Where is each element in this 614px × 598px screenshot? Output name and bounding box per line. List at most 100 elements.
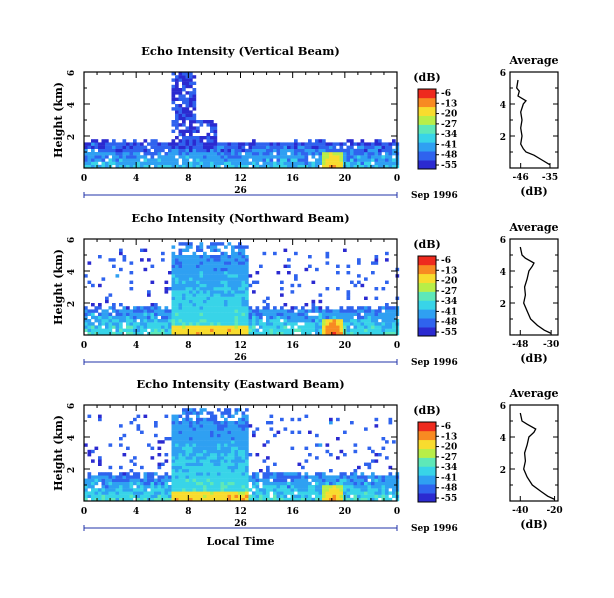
heatmap-cell bbox=[388, 475, 393, 479]
heatmap-cell bbox=[371, 322, 375, 326]
heatmap-cell bbox=[297, 497, 302, 502]
heatmap-cell bbox=[119, 443, 123, 447]
heatmap-cell bbox=[322, 319, 326, 323]
heatmap-cell bbox=[182, 481, 186, 486]
heatmap-cell bbox=[185, 488, 190, 492]
heatmap-cell bbox=[192, 437, 197, 441]
heatmap-cell bbox=[241, 469, 246, 473]
heatmap-cell bbox=[231, 433, 235, 438]
heatmap-cell bbox=[234, 322, 239, 326]
heatmap-cell bbox=[339, 328, 344, 332]
heatmap-cell bbox=[206, 319, 211, 323]
average-y-tick-label: 4 bbox=[500, 268, 506, 278]
heatmap-cell bbox=[189, 104, 193, 108]
heatmap-cell bbox=[252, 430, 256, 434]
heatmap-cell bbox=[381, 491, 386, 495]
heatmap-cell bbox=[287, 497, 291, 502]
heatmap-cell bbox=[381, 145, 386, 149]
heatmap-cell bbox=[185, 478, 190, 482]
heatmap-cell bbox=[374, 325, 379, 329]
heatmap-cell bbox=[189, 430, 193, 434]
heatmap-cell bbox=[192, 91, 197, 95]
heatmap-cell bbox=[234, 312, 239, 316]
heatmap-cell bbox=[329, 155, 333, 159]
heatmap-cell bbox=[129, 145, 134, 149]
heatmap-cell bbox=[231, 322, 235, 326]
heatmap-cell bbox=[192, 107, 197, 111]
heatmap-cell bbox=[143, 481, 148, 486]
heatmap-cell bbox=[245, 449, 249, 454]
heatmap-cell bbox=[262, 478, 267, 482]
heatmap-cell bbox=[168, 315, 172, 320]
heatmap-cell bbox=[133, 155, 137, 159]
heatmap-cell bbox=[308, 148, 312, 153]
colorbar-tick-label: -20 bbox=[441, 277, 457, 287]
colorbar-tick-label: -41 bbox=[441, 140, 457, 150]
heatmap-cell bbox=[350, 139, 354, 143]
heatmap-cell bbox=[374, 478, 379, 482]
heatmap-cell bbox=[182, 97, 186, 101]
heatmap-cell bbox=[364, 485, 368, 489]
heatmap-cell bbox=[133, 319, 137, 323]
y-tick-label: 2 bbox=[67, 301, 77, 307]
heatmap-cell bbox=[203, 475, 207, 479]
heatmap-cell bbox=[357, 488, 361, 492]
heatmap-cell bbox=[178, 255, 183, 259]
heatmap-cell bbox=[196, 494, 200, 498]
heatmap-cell bbox=[185, 421, 190, 425]
heatmap-cell bbox=[189, 155, 193, 159]
heatmap-cell bbox=[308, 315, 312, 320]
heatmap-cell bbox=[308, 475, 312, 479]
heatmap-cell bbox=[213, 312, 218, 316]
heatmap-cell bbox=[378, 325, 382, 329]
heatmap-cell bbox=[322, 331, 326, 336]
heatmap-cell bbox=[185, 437, 190, 441]
heatmap-cell bbox=[192, 303, 197, 307]
heatmap-cell bbox=[164, 494, 169, 498]
heatmap-cell bbox=[182, 129, 186, 133]
heatmap-cell bbox=[227, 408, 232, 412]
heatmap-cell bbox=[227, 283, 232, 288]
heatmap-cell bbox=[112, 155, 116, 159]
heatmap-cell bbox=[280, 145, 284, 149]
heatmap-cell bbox=[203, 491, 207, 495]
heatmap-cell bbox=[210, 453, 214, 457]
heatmap-cell bbox=[220, 478, 225, 482]
heatmap-cell bbox=[276, 491, 281, 495]
heatmap-cell bbox=[182, 132, 186, 137]
heatmap-cell bbox=[129, 287, 134, 291]
heatmap-cell bbox=[206, 152, 211, 156]
heatmap-cell bbox=[248, 494, 253, 498]
heatmap-cell bbox=[364, 319, 368, 323]
heatmap-cell bbox=[315, 488, 319, 492]
heatmap-cell bbox=[367, 161, 372, 165]
heatmap-cell bbox=[185, 411, 190, 415]
heatmap-cell bbox=[115, 155, 120, 159]
heatmap-cell bbox=[262, 494, 267, 498]
heatmap-cell bbox=[346, 148, 351, 153]
heatmap-cell bbox=[185, 248, 190, 252]
heatmap-cell bbox=[175, 120, 179, 124]
heatmap-cell bbox=[143, 315, 148, 320]
heatmap-cell bbox=[234, 293, 239, 297]
heatmap-cell bbox=[182, 161, 186, 165]
heatmap-cell bbox=[171, 440, 176, 444]
heatmap-cell bbox=[157, 306, 162, 310]
heatmap-cell bbox=[206, 462, 211, 466]
heatmap-cell bbox=[112, 309, 116, 313]
heatmap-cell bbox=[126, 491, 130, 495]
heatmap-cell bbox=[182, 312, 186, 316]
heatmap-cell bbox=[171, 306, 176, 310]
heatmap-cell bbox=[224, 261, 228, 265]
heatmap-cell bbox=[129, 309, 134, 313]
heatmap-cell bbox=[206, 274, 211, 278]
heatmap-cell bbox=[115, 325, 120, 329]
colorbar-unit: (dB) bbox=[413, 71, 440, 84]
heatmap-cell bbox=[91, 475, 95, 479]
colorbar-tick-label: -13 bbox=[441, 432, 457, 442]
heatmap-cell bbox=[175, 497, 179, 502]
heatmap-cell bbox=[266, 312, 270, 316]
heatmap-cell bbox=[192, 280, 197, 284]
heatmap-cell bbox=[297, 462, 302, 466]
heatmap-cell bbox=[185, 91, 190, 95]
